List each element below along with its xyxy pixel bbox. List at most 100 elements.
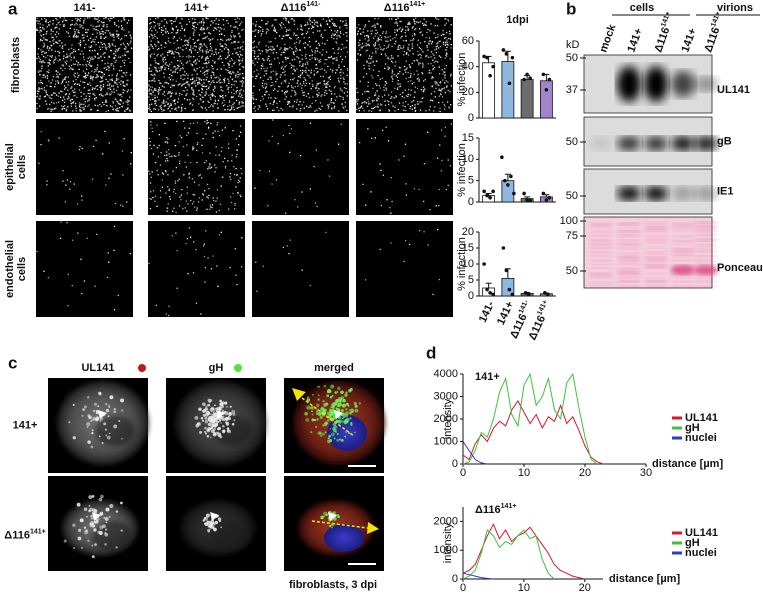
cell-dot [176,72,179,74]
cell-dot [83,98,85,100]
cell-dot [418,79,421,81]
cell-dot [74,88,76,90]
cell-dot [97,17,99,19]
cell-dot [340,96,342,98]
cell-dot [148,262,150,265]
cell-dot [324,69,326,71]
cell-dot [161,85,164,87]
ponceau-band [590,272,612,276]
y-tick-label: 10 [462,153,474,165]
cell-dot [103,67,105,69]
vesicle [83,507,88,511]
cell-dot [175,80,177,82]
cell-dot [188,85,190,87]
cell-dot [123,62,125,64]
y-tick-label: 10 [462,258,474,270]
cell-dot [392,38,394,40]
cell-dot [289,101,291,103]
cell-dot [391,18,393,20]
cell-dot [88,72,90,74]
cell-dot [181,93,183,96]
cell-dot [175,155,177,157]
panel-label: a [8,0,18,18]
cell-dot [52,108,54,110]
micrograph [148,221,245,317]
cell-dot [109,94,111,96]
ponceau-band [590,247,612,250]
cell-dot [255,24,257,26]
cell-dot [57,71,59,73]
cell-dot [409,106,412,108]
cell-dot [287,100,289,103]
cell-dot [326,82,328,84]
cell-dot [293,54,295,56]
cell-dot [340,123,342,125]
cell-dot [66,53,68,55]
cell-dot [285,90,287,93]
cell-dot [442,101,444,103]
cell-dot [376,31,379,34]
cell-dot [435,81,437,83]
cell-dot [115,98,117,100]
cell-dot [121,150,124,152]
cell-dot [205,70,207,72]
cell-dot [308,36,310,39]
cell-dot [240,96,242,98]
cell-dot [253,107,255,109]
cell-dot [83,59,85,61]
cell-dot [108,67,110,69]
cell-dot [118,78,120,80]
cell-dot [209,167,211,169]
cell-dot [309,58,311,61]
cell-dot [157,42,159,44]
cell-dot [42,27,44,29]
marker-label: 50 [566,190,578,202]
vesicle [80,546,84,550]
cell-dot [84,72,86,74]
cell-dot [173,56,175,58]
cell-dot [231,78,233,81]
cell-dot [384,36,386,38]
cell-dot [436,18,438,20]
cell-dot [435,51,438,54]
cell-dot [403,50,405,53]
vesicle [86,396,90,399]
cell-dot [228,50,230,52]
cell-dot [379,46,381,48]
vesicle [228,412,231,415]
vesicle [310,431,313,434]
cell-dot [438,205,440,207]
cell-dot [42,61,44,63]
cell-dot [449,33,451,35]
cell-dot [99,48,102,51]
cell-dot [316,21,318,23]
cell-dot [292,87,295,89]
cell-dot [414,86,417,88]
vesicle [196,422,200,426]
cell-dot [360,47,362,49]
cell-dot [417,21,419,24]
vesicle [332,404,336,407]
cell-dot [206,73,208,75]
cell-dot [171,155,173,157]
vesicle [218,519,222,523]
cell-dot [258,43,260,45]
cell-dot [167,138,169,140]
cell-dot [149,86,151,88]
cell-dot [176,68,178,70]
cell-dot [107,65,109,67]
vesicle [329,395,333,399]
cell-dot [78,83,80,85]
vesicle [68,421,71,424]
cell-dot [73,183,75,185]
cell-dot [325,84,327,86]
cell-dot [120,204,122,206]
cell-dot [240,266,243,268]
cell-dot [236,283,238,286]
cell-dot [211,95,213,97]
micrograph [356,119,453,215]
cell-dot [375,83,377,85]
cell-dot [71,68,73,70]
chart-title-sup: 141+ [501,503,517,510]
cell-dot [322,75,324,78]
